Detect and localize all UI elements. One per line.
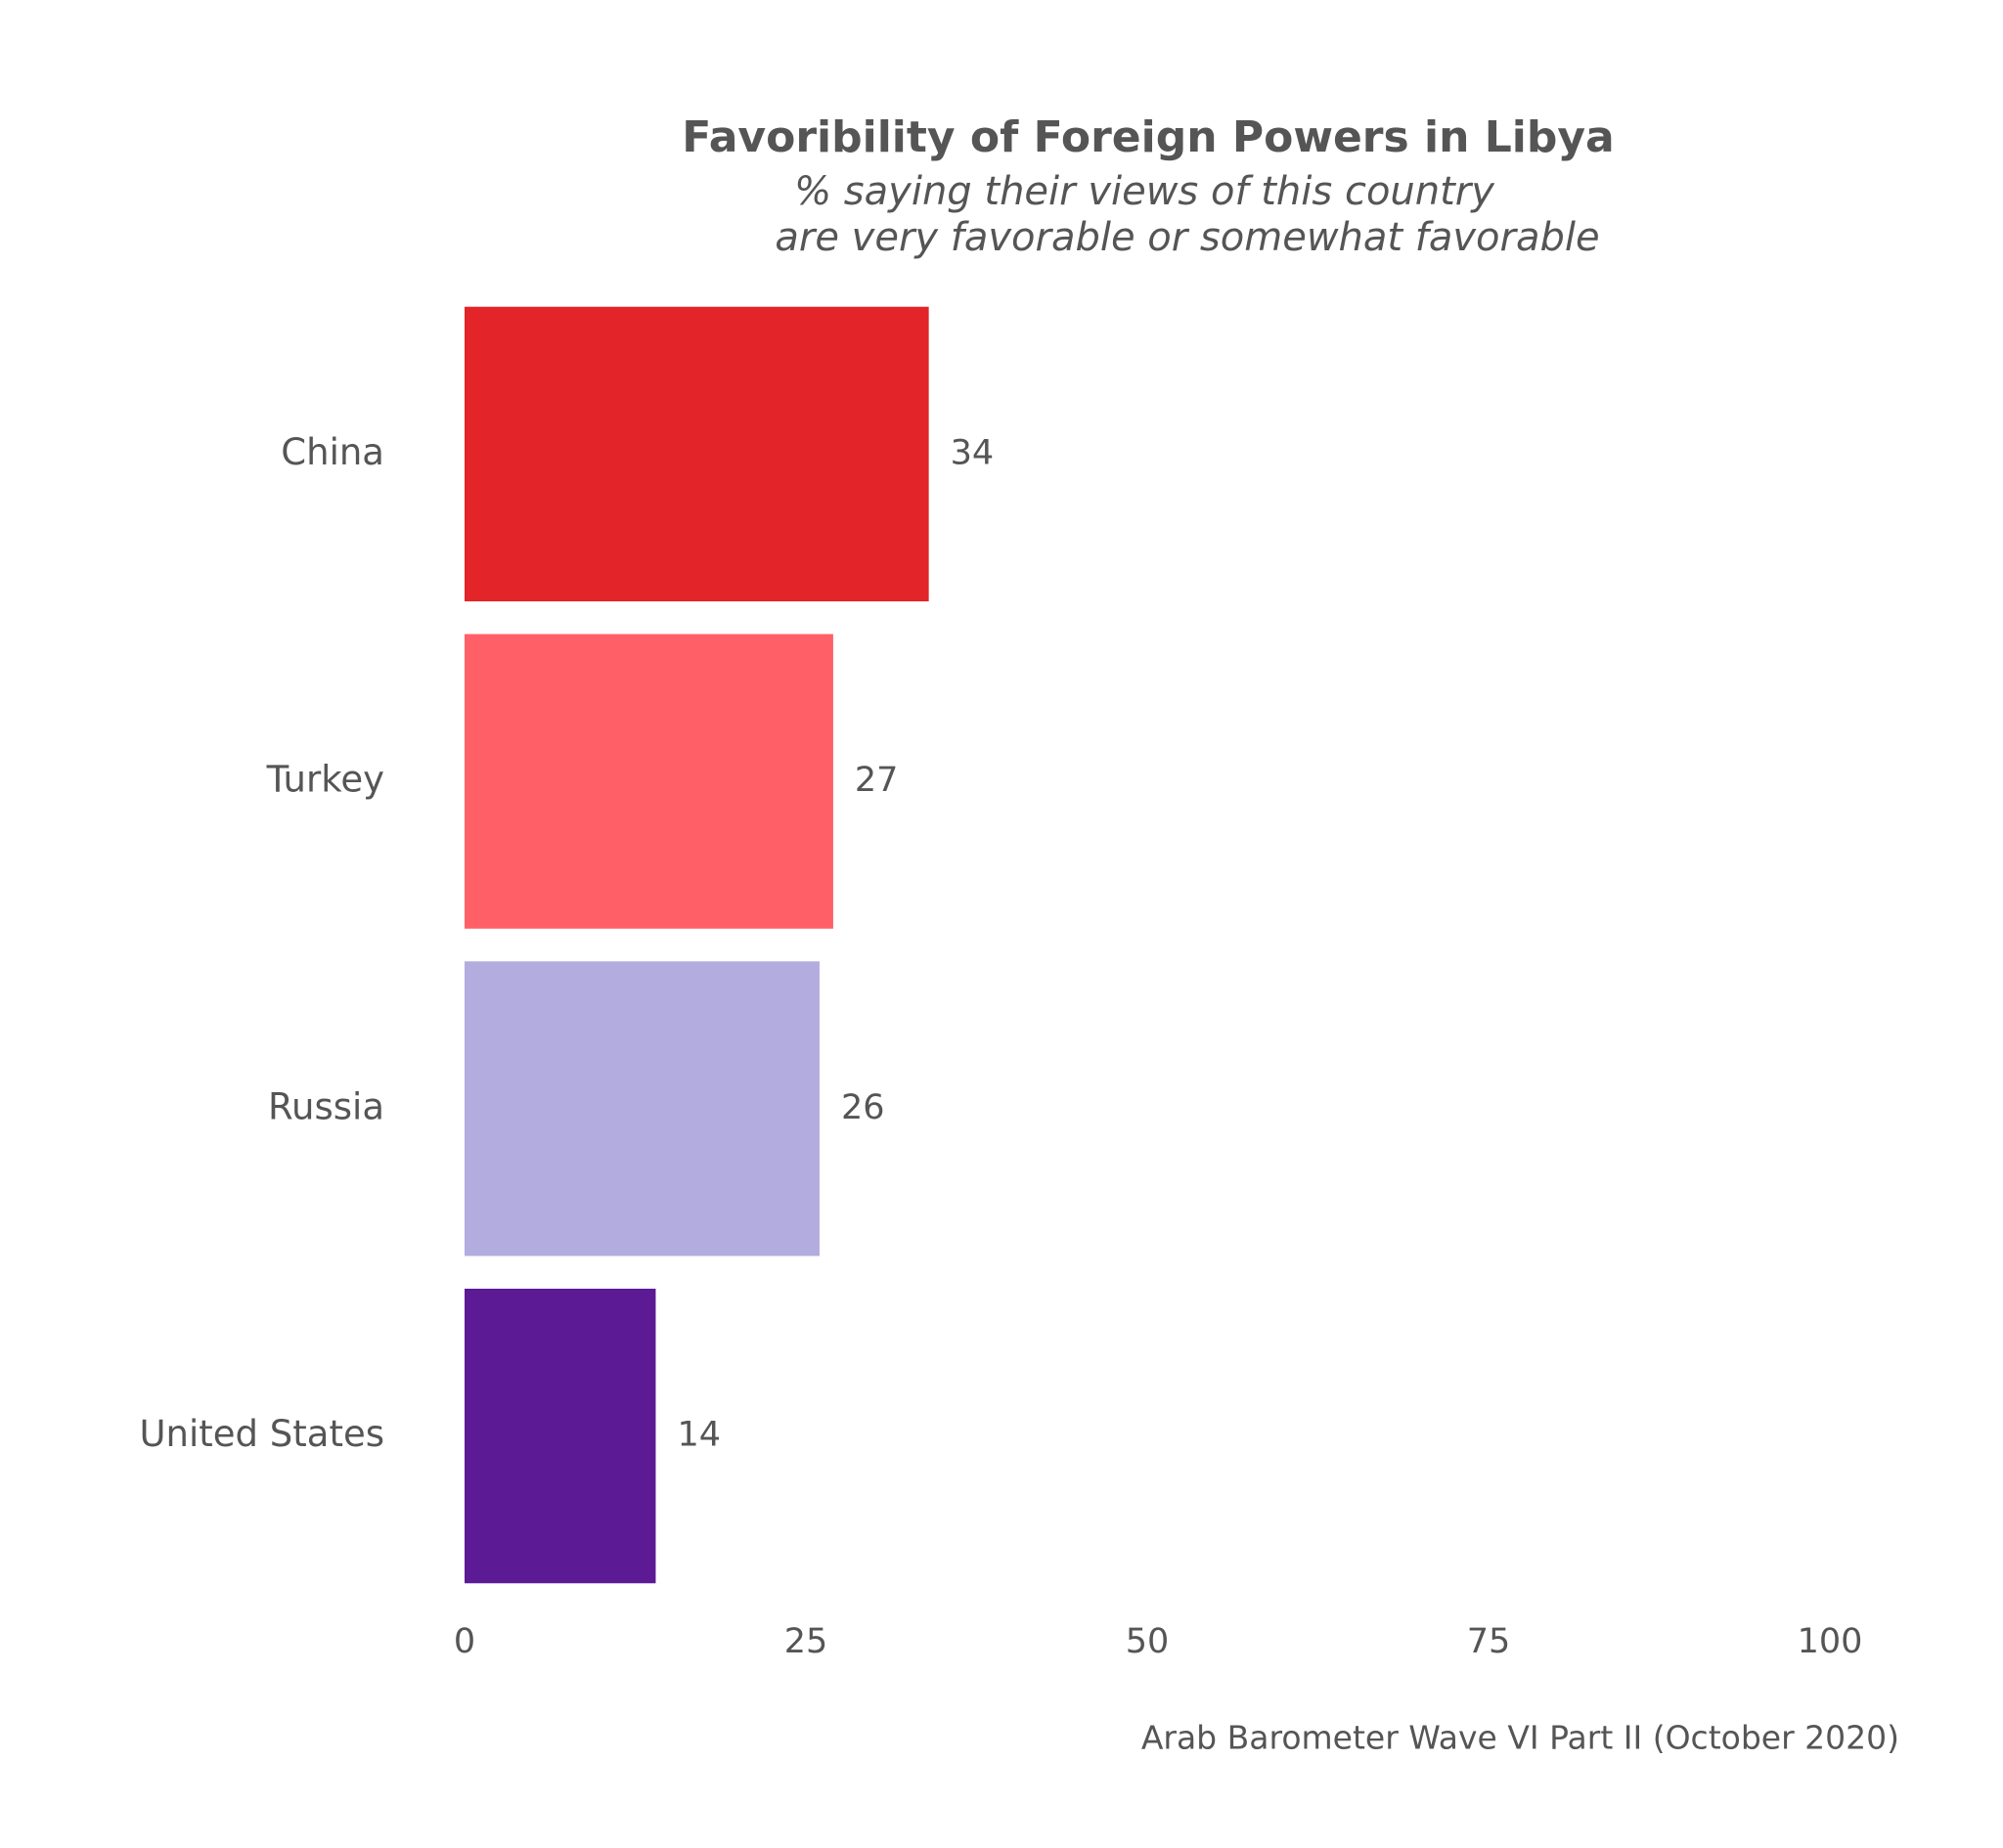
x-tick-label: 0 [454,1622,475,1661]
value-label: 34 [951,433,995,472]
caption: Arab Barometer Wave VI Part II (October … [1141,1719,1899,1757]
bar [465,306,929,602]
bar [465,1288,656,1584]
x-tick-label: 100 [1798,1622,1863,1661]
y-tick-label: Turkey [266,759,384,801]
y-tick-label: China [281,431,384,473]
value-label: 14 [677,1416,721,1455]
chart-subtitle: % saying their views of this country [794,169,1495,214]
x-tick-label: 75 [1467,1622,1511,1661]
y-tick-label: Russia [268,1085,384,1127]
x-tick-label: 50 [1126,1622,1170,1661]
x-tick-label: 25 [784,1622,828,1661]
value-label: 26 [841,1088,885,1127]
chart-title: Favoribility of Foreign Powers in Libya [682,112,1614,162]
bar [465,961,820,1256]
chart-subtitle: are very favorable or somewhat favorable [775,215,1599,260]
bar [465,634,833,929]
value-label: 27 [855,761,899,800]
y-tick-label: United States [139,1413,384,1455]
